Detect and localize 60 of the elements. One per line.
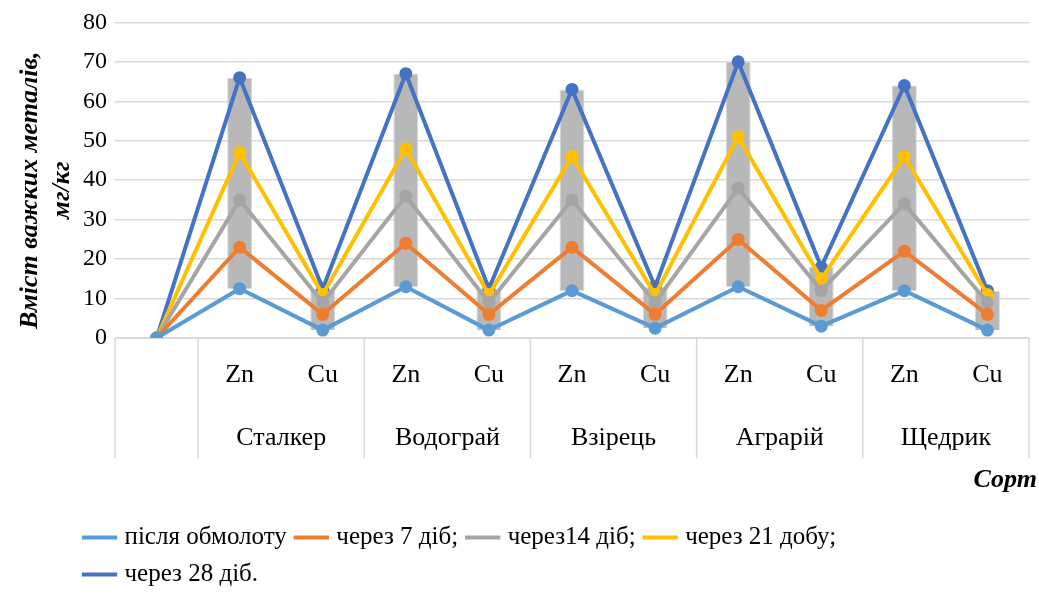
legend-label: після обмолоту: [124, 522, 288, 550]
text: Водограй: [394, 421, 500, 451]
x-tick-label: Cu: [806, 359, 837, 389]
point: [814, 272, 828, 286]
x-tick-label: Cu: [307, 359, 338, 389]
y-tick-label: 0: [95, 323, 107, 350]
point: [316, 323, 330, 337]
point: [980, 323, 994, 337]
point: [897, 244, 911, 258]
text: Сталкер: [236, 421, 327, 451]
x-tick-label: Zn: [889, 359, 919, 389]
point: [648, 321, 662, 335]
x-tick-label: Zn: [723, 359, 753, 389]
x-tick-label: Cu: [639, 359, 671, 389]
point: [897, 150, 911, 164]
point: [731, 130, 745, 144]
legend-label: через 21 добу;: [685, 522, 837, 550]
point: [399, 236, 413, 250]
legend-label: через 28 діб.: [124, 559, 259, 587]
x-tick-label: Zn: [391, 359, 421, 389]
y-tick-label: 70: [83, 47, 107, 74]
point: [233, 282, 247, 296]
text: Взірець: [570, 421, 657, 451]
point: [814, 284, 828, 298]
y-axis-title: Вміст важких металів, мг/кг: [13, 51, 75, 330]
point: [399, 142, 413, 156]
point: [399, 280, 413, 294]
legend-label: через14 діб;: [507, 522, 636, 550]
y-tick-label: 40: [83, 165, 107, 192]
point: [399, 67, 413, 81]
y-tick-label: 50: [83, 126, 107, 153]
point: [897, 284, 911, 298]
point: [565, 82, 579, 96]
x-axis-title: Сорт: [973, 463, 1037, 493]
point: [233, 146, 247, 160]
point: [980, 296, 994, 309]
point: [897, 79, 911, 93]
point: [565, 240, 579, 254]
x-tick-label: Zn: [225, 359, 255, 389]
y-tick-label: 10: [83, 283, 107, 310]
text: Аграрій: [735, 421, 824, 451]
x-tick-label: Cu: [972, 359, 1003, 389]
point: [233, 240, 247, 254]
x-tick-label: Cu: [473, 359, 505, 389]
point: [565, 284, 579, 298]
point: [565, 150, 579, 164]
x-tick-label: Zn: [557, 359, 587, 389]
y-tick-label: 20: [83, 244, 107, 271]
point: [814, 303, 828, 317]
point: [731, 232, 745, 246]
point: [731, 280, 745, 294]
y-tick-label: 60: [83, 86, 107, 113]
y-tick-label: 80: [83, 7, 107, 34]
point: [482, 323, 496, 337]
text: Щедрик: [900, 421, 992, 451]
legend-label: через 7 діб;: [336, 522, 459, 550]
point: [814, 319, 828, 333]
y-tick-label: 30: [83, 204, 107, 231]
point: [233, 71, 247, 85]
point: [731, 55, 745, 69]
